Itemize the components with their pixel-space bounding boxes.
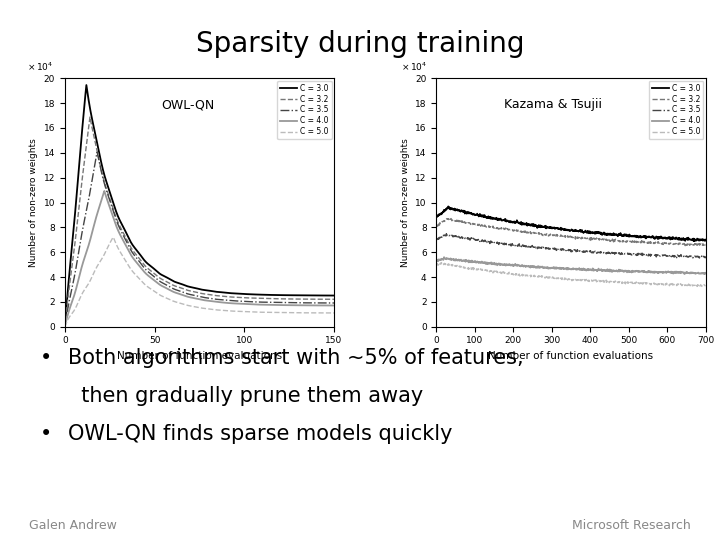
- Text: Sparsity during training: Sparsity during training: [196, 30, 524, 58]
- Text: Microsoft Research: Microsoft Research: [572, 519, 691, 532]
- Text: Galen Andrew: Galen Andrew: [29, 519, 117, 532]
- X-axis label: Number of function evaluations: Number of function evaluations: [117, 351, 282, 361]
- Text: OWL-QN finds sparse models quickly: OWL-QN finds sparse models quickly: [68, 424, 453, 444]
- Text: then gradually prune them away: then gradually prune them away: [68, 386, 423, 406]
- Text: Both algorithms start with ~5% of features,: Both algorithms start with ~5% of featur…: [68, 348, 524, 368]
- X-axis label: Number of function evaluations: Number of function evaluations: [488, 351, 654, 361]
- Text: $\times\,10^4$: $\times\,10^4$: [27, 60, 53, 73]
- Text: •: •: [40, 348, 52, 368]
- Text: Kazama & Tsujii: Kazama & Tsujii: [504, 98, 602, 111]
- Text: $\times\,10^4$: $\times\,10^4$: [401, 60, 428, 73]
- Legend: C = 3.0, C = 3.2, C = 3.5, C = 4.0, C = 5.0: C = 3.0, C = 3.2, C = 3.5, C = 4.0, C = …: [277, 80, 332, 139]
- Y-axis label: Number of non-zero weights: Number of non-zero weights: [400, 138, 410, 267]
- Text: OWL-QN: OWL-QN: [162, 98, 215, 111]
- Text: •: •: [40, 424, 52, 444]
- Legend: C = 3.0, C = 3.2, C = 3.5, C = 4.0, C = 5.0: C = 3.0, C = 3.2, C = 3.5, C = 4.0, C = …: [649, 80, 703, 139]
- Y-axis label: Number of non-zero weights: Number of non-zero weights: [29, 138, 38, 267]
